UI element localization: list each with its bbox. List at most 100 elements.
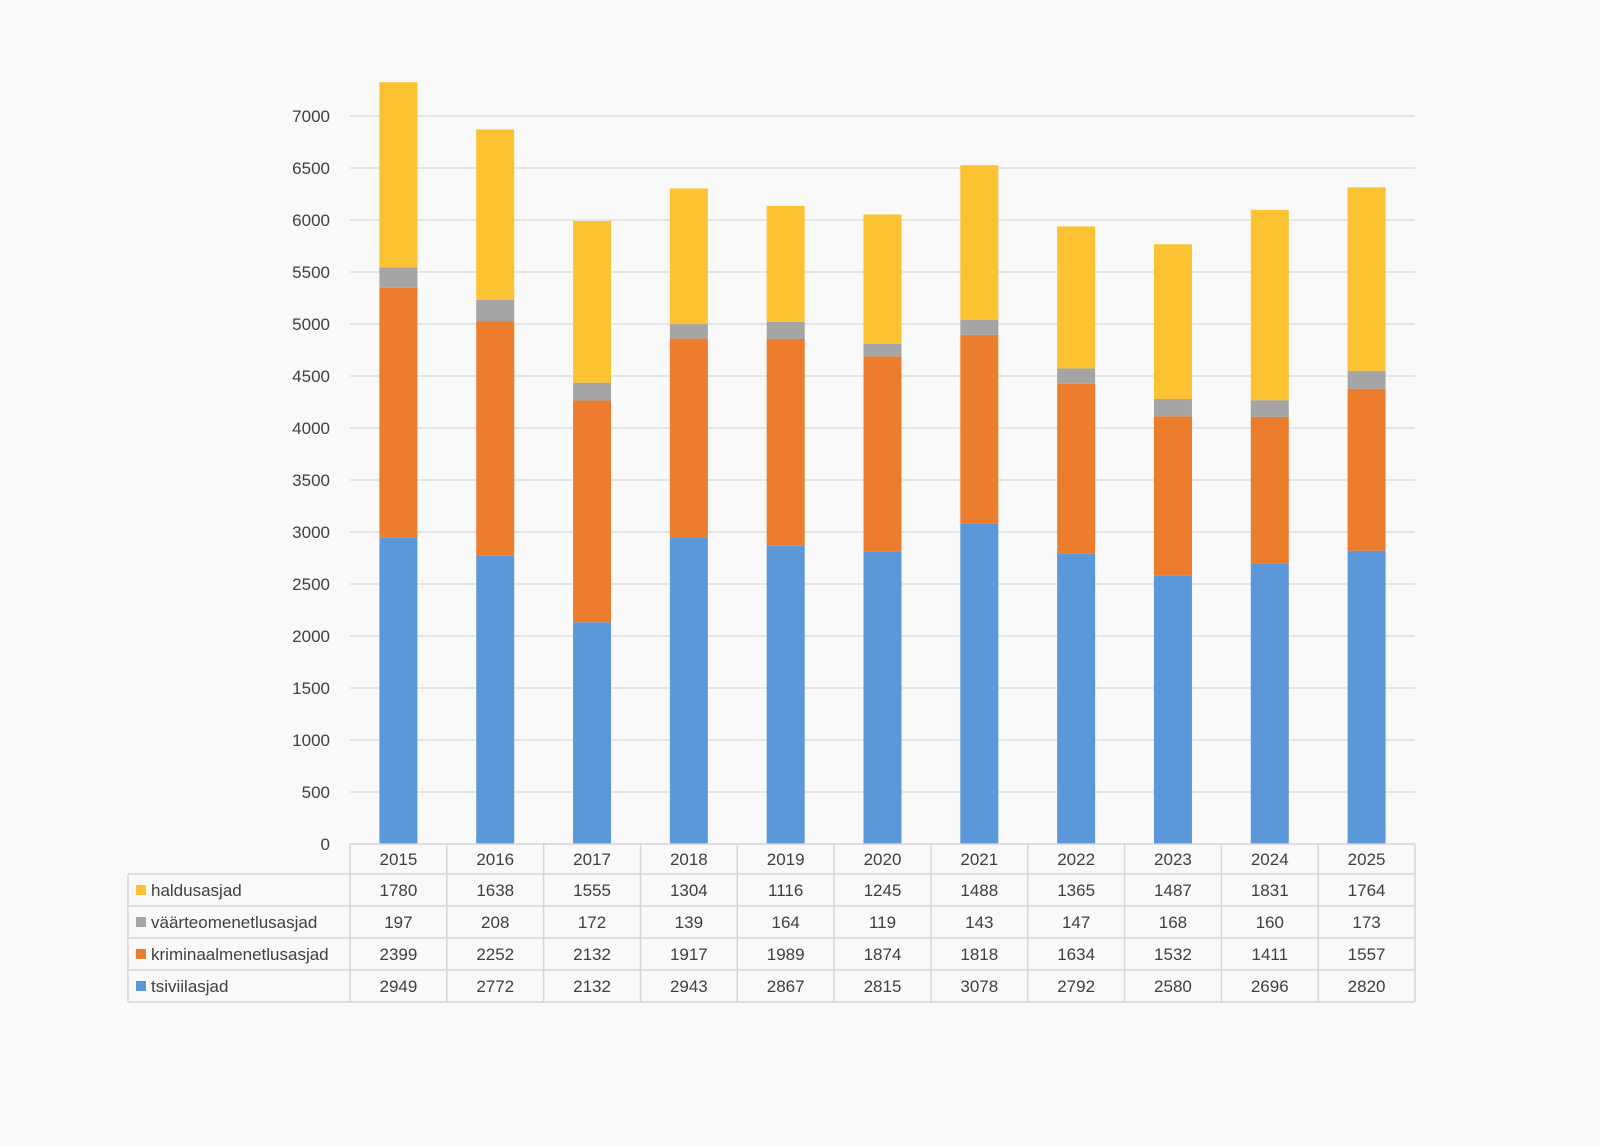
- legend-swatch-haldusasjad: [136, 885, 146, 895]
- table-cell-value: 208: [481, 913, 509, 932]
- table-cell-value: 1780: [379, 881, 417, 900]
- table-cell-value: 3078: [960, 977, 998, 996]
- table-cell-value: 2132: [573, 977, 611, 996]
- bar-segment-väärteomenetlusasjad: [379, 267, 418, 288]
- x-category-label: 2016: [476, 850, 514, 869]
- y-tick-label: 4500: [292, 367, 330, 386]
- table-cell-value: 1831: [1251, 881, 1289, 900]
- y-tick-label: 3000: [292, 523, 330, 542]
- bar-segment-haldusasjad: [379, 82, 418, 268]
- table-cell-value: 168: [1159, 913, 1187, 932]
- bar-segment-kriminaalmenetlusasjad: [960, 334, 999, 524]
- legend-label: tsiviilasjad: [151, 977, 228, 996]
- bar-segment-tsiviilasjad: [573, 622, 612, 844]
- table-cell-value: 2132: [573, 945, 611, 964]
- bar-segment-väärteomenetlusasjad: [669, 324, 708, 339]
- bar-segment-tsiviilasjad: [669, 537, 708, 844]
- table-cell-value: 2772: [476, 977, 514, 996]
- y-tick-label: 2500: [292, 575, 330, 594]
- table-cell-value: 1411: [1251, 945, 1288, 964]
- x-category-label: 2020: [864, 850, 902, 869]
- bar-segment-haldusasjad: [669, 188, 708, 325]
- legend-label: kriminaalmenetlusasjad: [151, 945, 329, 964]
- table-cell-value: 2696: [1251, 977, 1289, 996]
- bar-segment-haldusasjad: [476, 129, 515, 300]
- bar-segment-kriminaalmenetlusasjad: [863, 356, 902, 552]
- table-cell-value: 2867: [767, 977, 805, 996]
- table-cell-value: 1245: [864, 881, 902, 900]
- x-category-label: 2021: [960, 850, 998, 869]
- bar-segment-tsiviilasjad: [1057, 553, 1096, 844]
- table-cell-value: 1638: [476, 881, 514, 900]
- legend-swatch-väärteomenetlusasjad: [136, 917, 146, 927]
- x-category-label: 2025: [1348, 850, 1386, 869]
- table-cell-value: 1116: [768, 881, 803, 900]
- bar-segment-haldusasjad: [1057, 226, 1096, 369]
- table-cell-value: 173: [1352, 913, 1380, 932]
- table-cell-value: 2815: [864, 977, 902, 996]
- bar-segment-väärteomenetlusasjad: [573, 382, 612, 401]
- bar-segment-haldusasjad: [863, 214, 902, 344]
- x-category-label: 2024: [1251, 850, 1289, 869]
- table-cell-value: 164: [771, 913, 799, 932]
- y-tick-label: 1500: [292, 679, 330, 698]
- bar-segment-väärteomenetlusasjad: [476, 299, 515, 322]
- legend-label: väärteomenetlusasjad: [151, 913, 317, 932]
- table-cell-value: 1818: [960, 945, 998, 964]
- table-cell-value: 1989: [767, 945, 805, 964]
- table-cell-value: 1555: [573, 881, 611, 900]
- bar-segment-kriminaalmenetlusasjad: [766, 338, 805, 546]
- table-cell-value: 2943: [670, 977, 708, 996]
- x-category-label: 2022: [1057, 850, 1095, 869]
- table-cell-value: 1917: [670, 945, 708, 964]
- bar-segment-haldusasjad: [1250, 209, 1289, 401]
- table-cell-value: 2949: [379, 977, 417, 996]
- bar-segment-tsiviilasjad: [379, 537, 418, 844]
- table-cell-value: 1557: [1348, 945, 1386, 964]
- table-cell-value: 119: [869, 913, 896, 932]
- y-tick-label: 500: [302, 783, 330, 802]
- table-cell-value: 2820: [1348, 977, 1386, 996]
- y-tick-label: 7000: [292, 107, 330, 126]
- bar-segment-kriminaalmenetlusasjad: [1250, 416, 1289, 564]
- bar-segment-kriminaalmenetlusasjad: [379, 287, 418, 538]
- bar-segment-väärteomenetlusasjad: [960, 319, 999, 335]
- x-category-label: 2019: [767, 850, 805, 869]
- y-tick-label: 5000: [292, 315, 330, 334]
- table-cell-value: 2399: [379, 945, 417, 964]
- x-category-label: 2015: [379, 850, 417, 869]
- table-cell-value: 197: [384, 913, 412, 932]
- legend-swatch-tsiviilasjad: [136, 981, 146, 991]
- bar-segment-tsiviilasjad: [1250, 563, 1289, 844]
- table-cell-value: 1304: [670, 881, 708, 900]
- table-cell-value: 1764: [1348, 881, 1386, 900]
- y-tick-label: 1000: [292, 731, 330, 750]
- table-cell-value: 2252: [476, 945, 514, 964]
- table-cell-value: 1874: [864, 945, 902, 964]
- table-cell-value: 1365: [1057, 881, 1095, 900]
- table-cell-value: 172: [578, 913, 606, 932]
- bar-segment-kriminaalmenetlusasjad: [1347, 388, 1386, 551]
- bar-segment-tsiviilasjad: [863, 551, 902, 844]
- y-tick-label: 4000: [292, 419, 330, 438]
- table-cell-value: 2792: [1057, 977, 1095, 996]
- bar-segment-haldusasjad: [1153, 244, 1192, 399]
- bar-segment-väärteomenetlusasjad: [1057, 368, 1096, 384]
- legend-swatch-kriminaalmenetlusasjad: [136, 949, 146, 959]
- bar-segment-kriminaalmenetlusasjad: [476, 321, 515, 556]
- bar-segment-kriminaalmenetlusasjad: [1057, 383, 1096, 554]
- table-cell-value: 1532: [1154, 945, 1192, 964]
- bar-segment-haldusasjad: [1347, 187, 1386, 371]
- bar-segment-haldusasjad: [960, 165, 999, 320]
- y-tick-label: 3500: [292, 471, 330, 490]
- table-cell-value: 1487: [1154, 881, 1192, 900]
- y-tick-label: 6500: [292, 159, 330, 178]
- table-cell-value: 2580: [1154, 977, 1192, 996]
- bar-segment-kriminaalmenetlusasjad: [669, 338, 708, 538]
- x-category-label: 2017: [573, 850, 611, 869]
- bar-segment-väärteomenetlusasjad: [766, 321, 805, 339]
- y-tick-label: 5500: [292, 263, 330, 282]
- bar-segment-kriminaalmenetlusasjad: [1153, 416, 1192, 576]
- bar-segment-haldusasjad: [573, 220, 612, 383]
